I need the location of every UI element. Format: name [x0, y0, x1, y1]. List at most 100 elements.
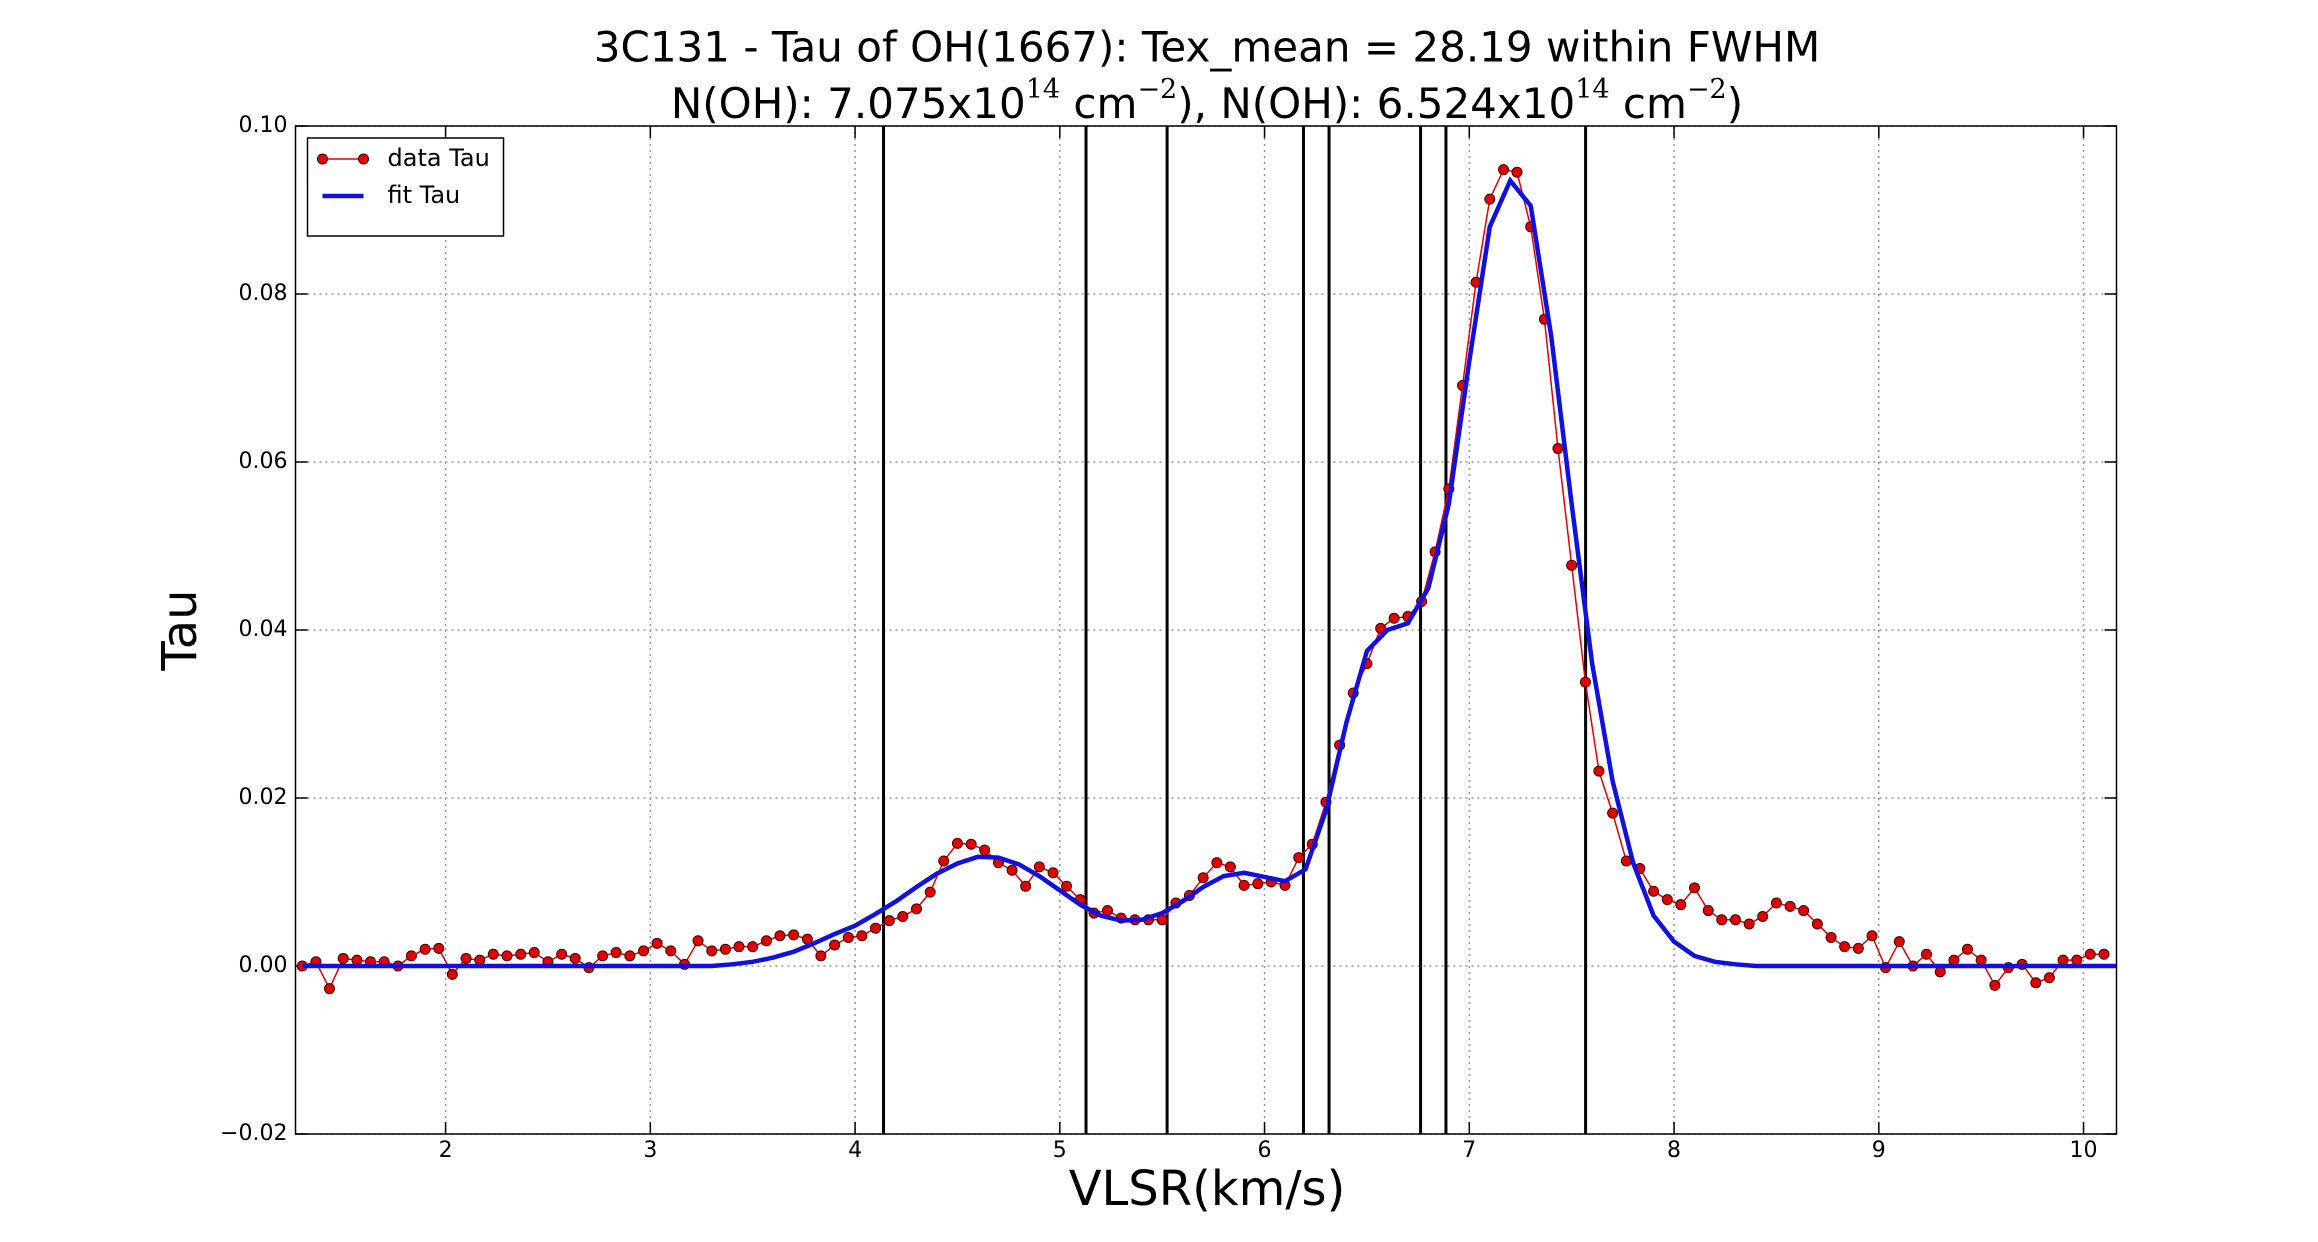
data-point	[487, 948, 499, 960]
subtitle-part: N(OH): 7.075x10	[671, 79, 1026, 128]
subtitle-part: ), N(OH): 6.524x10	[1177, 79, 1575, 128]
data-point	[788, 929, 800, 941]
data-point	[856, 930, 868, 942]
chart-subtitle: N(OH): 7.075x1014 cm−2), N(OH): 6.524x10…	[671, 74, 1743, 128]
y-tick-label: 0.04	[239, 617, 288, 642]
data-point	[419, 943, 431, 955]
x-tick-label: 8	[1667, 1138, 1681, 1163]
data-point	[1211, 857, 1223, 869]
data-point	[910, 903, 922, 915]
data-point	[815, 950, 827, 962]
data-point	[1020, 880, 1032, 892]
data-point	[733, 941, 745, 953]
data-point	[1920, 948, 1932, 960]
data-point	[1061, 880, 1073, 892]
data-point	[1511, 166, 1523, 178]
data-point	[460, 952, 472, 964]
x-tick-label: 6	[1258, 1138, 1272, 1163]
data-point	[528, 947, 540, 959]
data-point	[1661, 894, 1673, 906]
data-point	[1757, 910, 1769, 922]
data-point	[1989, 979, 2001, 991]
data-point	[774, 930, 786, 942]
y-tick-label: 0.06	[239, 449, 288, 474]
data-point	[924, 886, 936, 898]
data-point	[1648, 885, 1660, 897]
y-tick-label: 0.00	[239, 953, 288, 978]
data-point	[1375, 622, 1387, 634]
data-point	[1716, 914, 1728, 926]
data-point	[2057, 954, 2069, 966]
data-point	[1197, 872, 1209, 884]
data-point	[1552, 443, 1564, 455]
superscript: 14	[1575, 74, 1609, 105]
data-point	[1675, 899, 1687, 911]
legend-marker	[317, 153, 328, 165]
data-point	[938, 855, 950, 867]
x-tick-label: 3	[643, 1138, 657, 1163]
data-point	[760, 935, 772, 947]
superscript: −2	[1137, 74, 1177, 105]
subtitle-part: cm	[1060, 79, 1137, 128]
x-tick-label: 5	[1053, 1138, 1067, 1163]
data-point	[337, 952, 349, 964]
data-point	[719, 943, 731, 955]
data-point	[1293, 852, 1305, 864]
legend-label: data Tau	[388, 144, 490, 172]
data-point	[1006, 864, 1018, 876]
data-point	[638, 945, 650, 957]
y-tick-label: 0.10	[239, 113, 288, 138]
y-tick-label: 0.02	[239, 785, 288, 810]
data-point	[624, 950, 636, 962]
data-point	[1743, 918, 1755, 930]
data-point	[1238, 879, 1250, 891]
data-point	[446, 968, 458, 980]
data-point	[1975, 954, 1987, 966]
data-point	[474, 954, 486, 966]
data-point	[1798, 905, 1810, 917]
data-point	[1866, 930, 1878, 942]
data-point	[1893, 936, 1905, 948]
data-point	[1607, 807, 1619, 819]
data-point	[1729, 914, 1741, 926]
data-point	[323, 983, 335, 995]
data-point	[1825, 931, 1837, 943]
data-point	[1839, 941, 1851, 953]
data-point	[1566, 559, 1578, 571]
x-axis-label: VLSR(km/s)	[1069, 1161, 1346, 1217]
data-point	[1033, 861, 1045, 873]
x-tick-label: 2	[439, 1138, 453, 1163]
data-point	[501, 950, 513, 962]
data-point	[706, 945, 718, 957]
data-point	[1579, 676, 1591, 688]
data-point	[1852, 942, 1864, 954]
data-point	[597, 950, 609, 962]
data-point	[1497, 164, 1509, 176]
data-point	[1388, 612, 1400, 624]
data-point	[951, 837, 963, 849]
subtitle-part: )	[1727, 79, 1743, 128]
data-point	[870, 922, 882, 934]
legend-box	[306, 137, 505, 237]
data-point	[2084, 948, 2096, 960]
data-point	[897, 910, 909, 922]
x-tick-label: 10	[2070, 1138, 2098, 1163]
data-point	[651, 937, 663, 949]
data-point	[515, 948, 527, 960]
data-point	[569, 952, 581, 964]
y-tick-label: 0.08	[239, 281, 288, 306]
data-point	[610, 947, 622, 959]
chart-title: 3C131 - Tau of OH(1667): Tex_mean = 28.1…	[594, 23, 1820, 72]
data-point	[965, 838, 977, 850]
legend-marker	[358, 153, 369, 165]
superscript: −2	[1687, 74, 1727, 105]
data-point	[1784, 900, 1796, 912]
data-point	[1934, 966, 1946, 978]
legend-label: fit Tau	[388, 181, 461, 209]
data-point	[1961, 943, 1973, 955]
data-point	[2071, 954, 2083, 966]
data-point	[1948, 954, 1960, 966]
data-point	[692, 935, 704, 947]
